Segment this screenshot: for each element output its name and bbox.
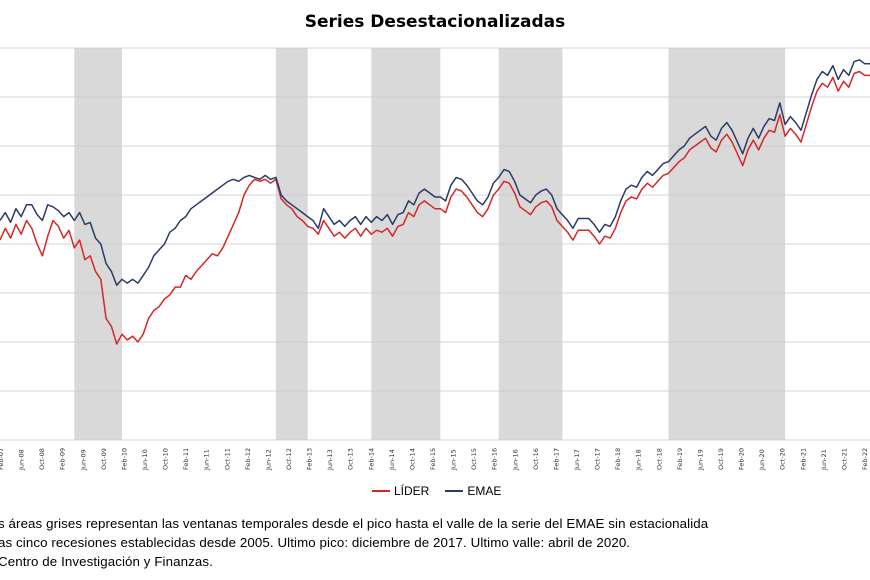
x-tick-label: Feb-22 — [861, 448, 869, 470]
chart-plot: Feb-07 Jun-08 Oct-08 Feb-09 Jun-09 Oct-09 Feb-… — [0, 47, 870, 471]
x-tick-label: Jun-18 — [635, 449, 643, 471]
series-line-emae — [0, 59, 870, 286]
x-tick-label: Jun-11 — [203, 449, 211, 471]
legend-label-emae: EMAE — [467, 484, 502, 498]
x-tick-label: Oct-14 — [408, 448, 416, 470]
legend-swatch-emae — [445, 490, 464, 492]
chart-title: Series Desestacionalizadas — [304, 12, 566, 32]
x-tick-label: Oct-13 — [347, 448, 355, 470]
legend-swatch-lider — [372, 490, 390, 492]
x-tick-label: Oct-10 — [162, 448, 170, 470]
x-tick-label: Jun-13 — [326, 449, 334, 471]
series-line-lder — [0, 70, 870, 345]
x-tick-label: Jun-08 — [18, 449, 26, 471]
footnote-line-2: as cinco recesiones establecidas desde 2… — [0, 535, 631, 550]
x-tick-label: Feb-10 — [120, 448, 128, 470]
x-tick-label: Oct-16 — [532, 448, 540, 470]
x-tick-label: Oct-18 — [655, 448, 663, 470]
legend-entry-lider: LÍDER — [372, 484, 429, 498]
x-tick-label: Oct-20 — [779, 448, 787, 470]
x-tick-label: Feb-18 — [614, 448, 622, 470]
x-tick-label: Feb-21 — [799, 448, 807, 470]
legend-entry-emae: EMAE — [445, 484, 501, 498]
x-tick-label: Oct-21 — [840, 448, 848, 470]
x-tick-label: Jun-20 — [758, 449, 766, 471]
x-tick-label: Feb-07 — [0, 448, 5, 470]
x-tick-label: Feb-14 — [367, 448, 375, 470]
x-tick-label: Jun-14 — [388, 449, 396, 471]
x-tick-label: Feb-09 — [59, 448, 67, 470]
x-tick-label: Oct-17 — [594, 448, 602, 470]
x-tick-label: Oct-11 — [223, 448, 231, 470]
x-tick-label: Feb-13 — [306, 448, 314, 470]
x-tick-label: Jun-16 — [511, 449, 519, 471]
x-tick-label: Jun-10 — [141, 449, 149, 471]
x-tick-label: Feb-17 — [552, 448, 560, 470]
x-tick-label: Oct-08 — [38, 448, 46, 470]
x-tick-label: Jun-21 — [820, 449, 828, 471]
x-tick-label: Jun-12 — [264, 449, 272, 471]
x-tick-label: Feb-15 — [429, 448, 437, 470]
x-tick-label: Feb-12 — [244, 448, 252, 470]
footnote-line-3: Centro de Investigación y Finanzas. — [0, 554, 213, 569]
x-tick-label: Jun-15 — [450, 449, 458, 471]
x-tick-label: Feb-19 — [676, 448, 684, 470]
x-tick-label: Jun-17 — [573, 449, 581, 471]
legend-label-lider: LÍDER — [394, 484, 430, 498]
x-tick-label: Jun-19 — [696, 449, 704, 471]
x-tick-label: Jun-09 — [79, 449, 87, 471]
x-tick-label: Oct-15 — [470, 448, 478, 470]
x-tick-label: Oct-19 — [717, 448, 725, 470]
x-tick-label: Oct-12 — [285, 448, 293, 470]
x-tick-label: Oct-09 — [100, 448, 108, 470]
chart-legend: LÍDER EMAE — [372, 484, 511, 498]
x-tick-label: Feb-16 — [491, 448, 499, 470]
footnote-line-1: s áreas grises representan las ventanas … — [0, 516, 709, 531]
x-tick-label: Feb-11 — [182, 448, 190, 470]
x-tick-label: Feb-20 — [738, 448, 746, 470]
